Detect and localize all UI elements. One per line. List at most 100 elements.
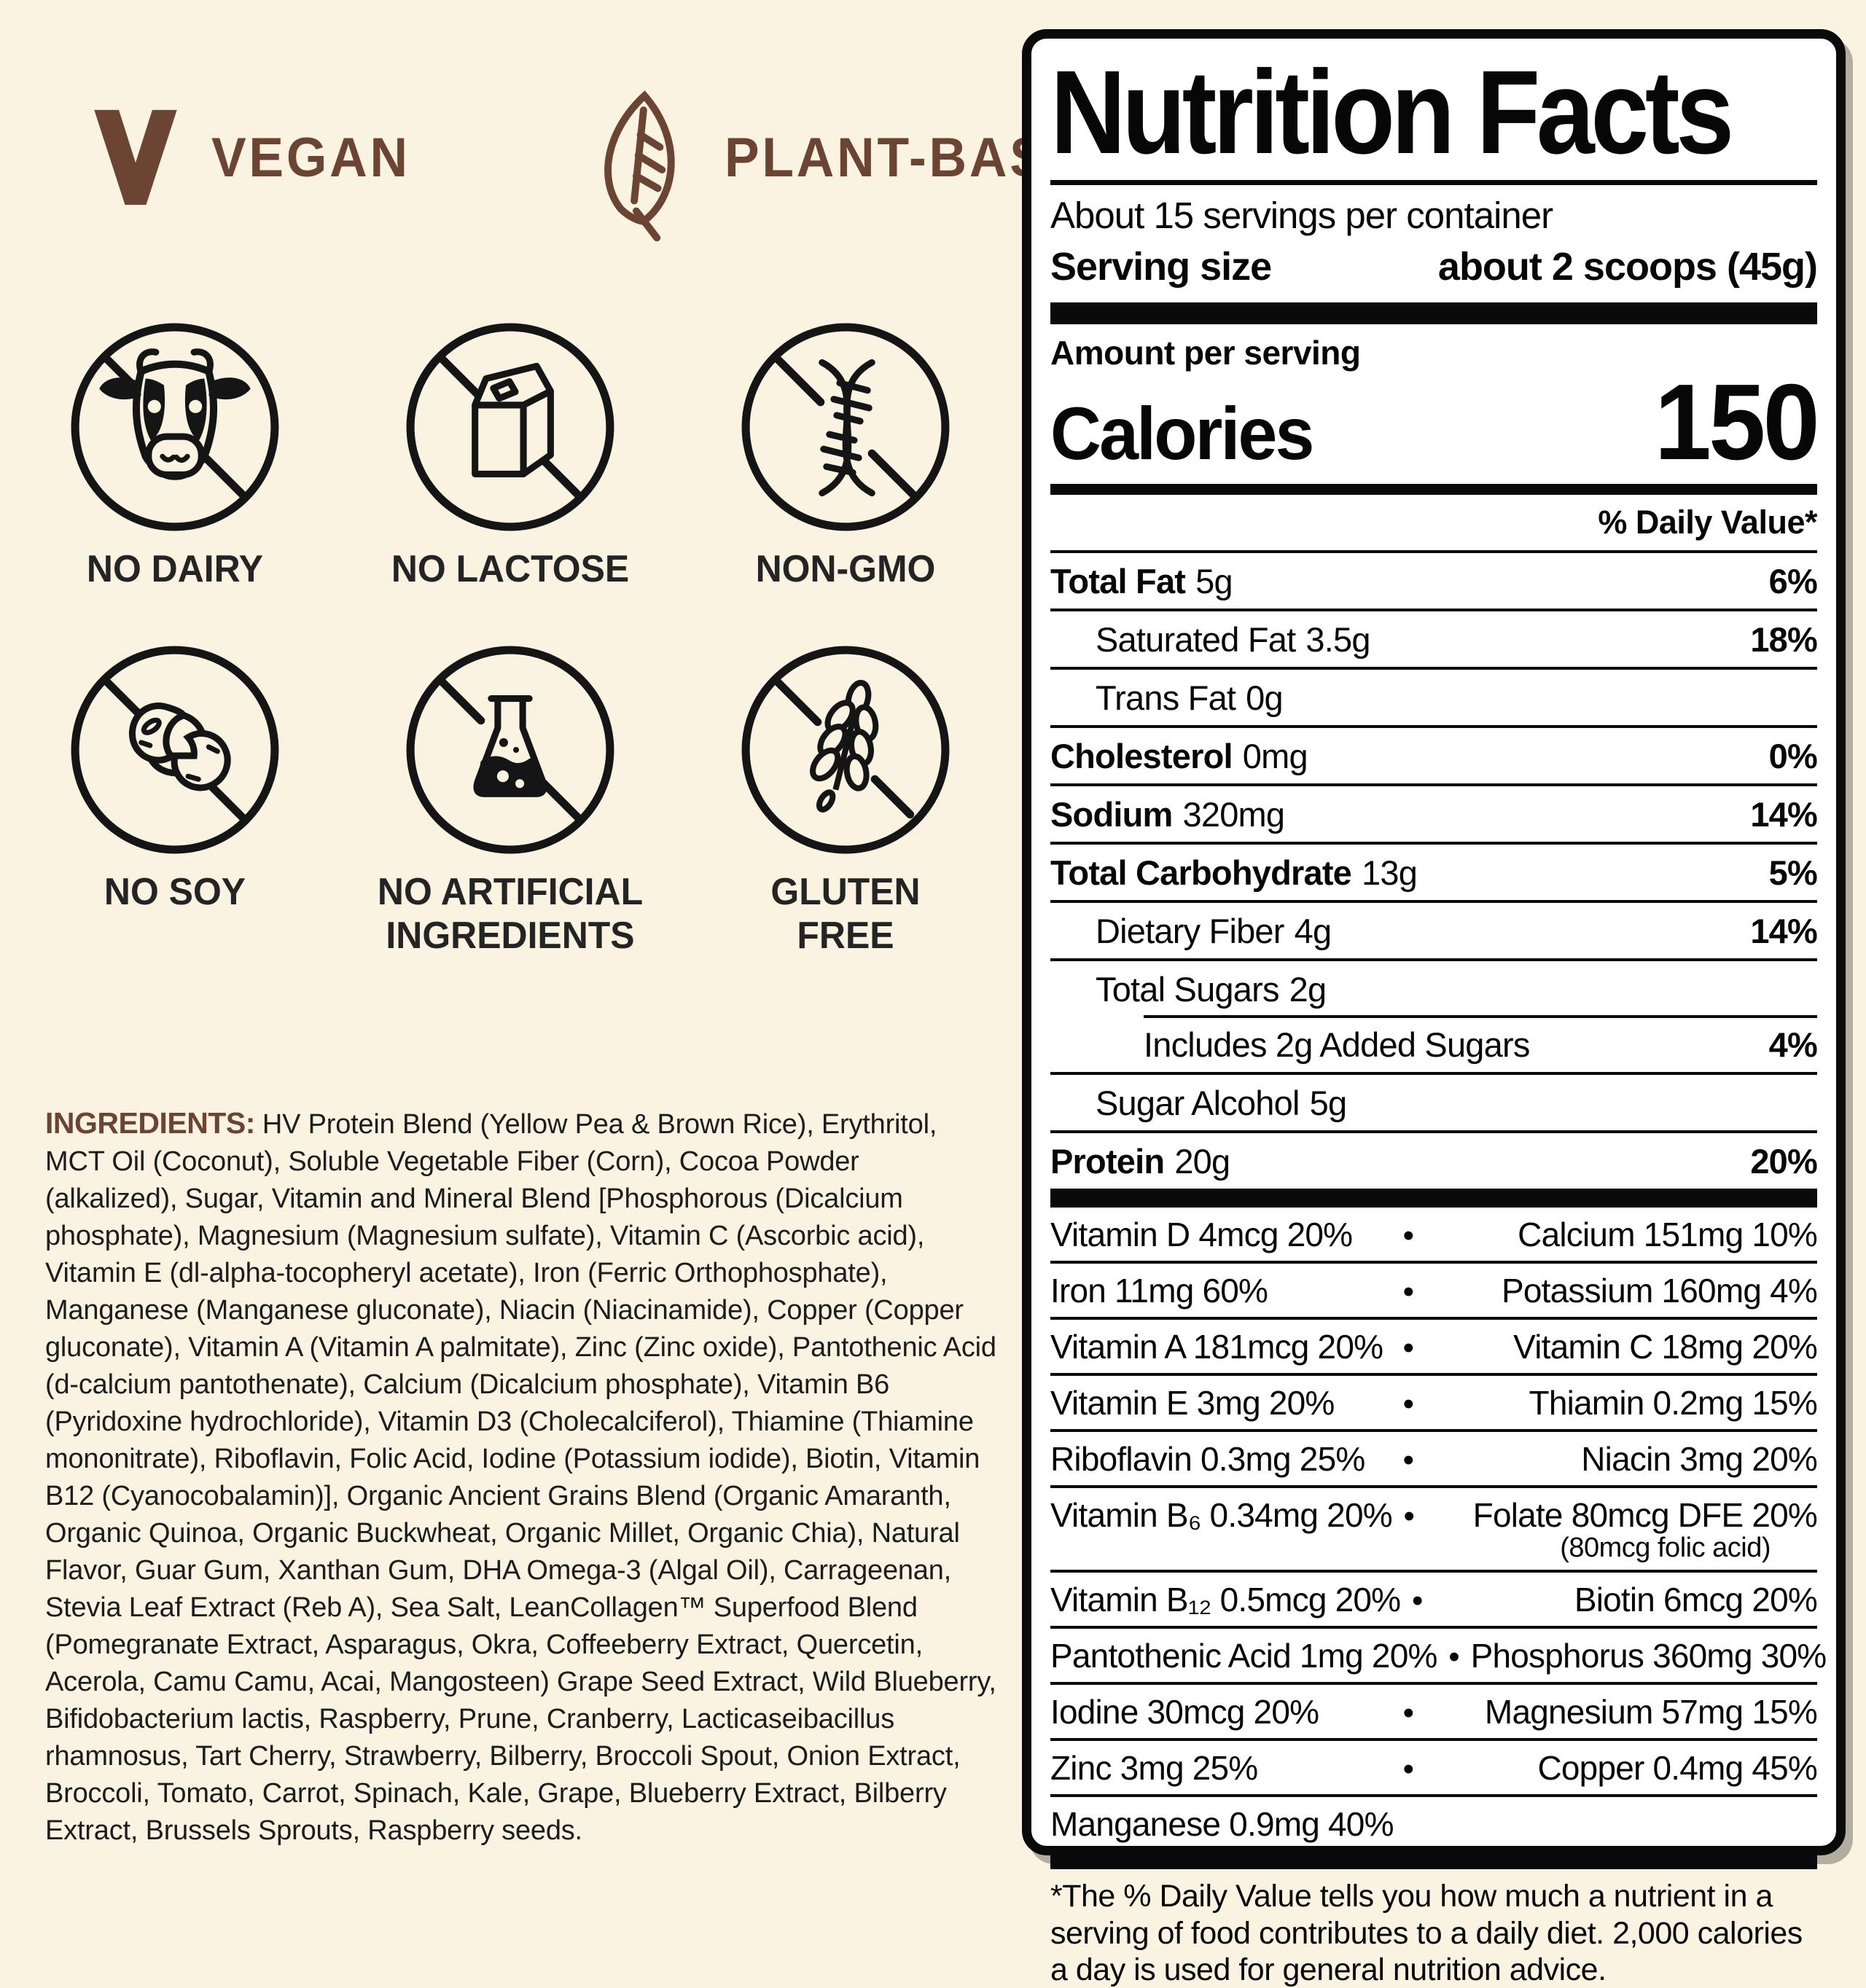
micronutrient-row: Iron 11mg 60% • Potassium 160mg 4% (1050, 1260, 1818, 1317)
micro-left: Vitamin B₁₂ 0.5mcg 20% (1050, 1581, 1401, 1619)
daily-value-header: % Daily Value* (1050, 495, 1818, 553)
bullet-separator: • (1402, 1217, 1414, 1253)
nutrient-name: Trans Fat (1096, 678, 1236, 717)
ingredients-heading: INGREDIENTS: (45, 1106, 255, 1140)
nutrient-name: Includes 2g Added Sugars (1144, 1025, 1530, 1064)
no-artificial-ingredients-icon (406, 646, 614, 854)
nutrient-row-total-sugars: Total Sugars 2g (1050, 958, 1817, 1017)
micro-left: Iron 11mg 60% (1050, 1271, 1268, 1310)
claim-no-lactose: NO LACTOSE (350, 317, 671, 591)
micronutrient-row: Vitamin A 181mcg 20% • Vitamin C 18mg 20… (1050, 1316, 1818, 1373)
claim-label: NO LACTOSE (391, 548, 630, 590)
bullet-separator: • (1448, 1639, 1459, 1675)
divider-medium (1050, 483, 1817, 495)
bullet-separator: • (1411, 1583, 1423, 1619)
claim-label: NO DAIRY (86, 548, 264, 590)
leaf-icon (604, 90, 675, 242)
micro-right: Potassium 160mg 4% (1501, 1271, 1818, 1310)
bullet-separator: • (1402, 1695, 1414, 1731)
micro-right: Niacin 3mg 20% (1581, 1439, 1818, 1478)
calories-row: Calories 150 (1050, 361, 1820, 482)
nutrition-facts-panel: Nutrition Facts About 15 servings per co… (1022, 29, 1846, 1987)
amount-per-serving-label: Amount per serving (1050, 333, 1361, 372)
micronutrient-row-manganese: Manganese 0.9mg 40% • (1050, 1794, 1817, 1850)
diet-badges: VEGAN PLANT-BASED (80, 80, 1151, 242)
nutrient-amount: 0g (1246, 678, 1283, 717)
micro-right: Copper 0.4mg 45% (1537, 1749, 1817, 1788)
calories-value: 150 (1654, 361, 1820, 482)
micro-left: Vitamin E 3mg 20% (1050, 1383, 1335, 1422)
nutrient-dv: 20% (1750, 1141, 1817, 1181)
nutrient-row-sugar-alcohol: Sugar Alcohol 5g (1050, 1071, 1817, 1130)
nutrient-amount: 13g (1362, 853, 1418, 892)
nutrient-name: Saturated Fat (1096, 619, 1296, 659)
micro-left: Vitamin D 4mcg 20% (1050, 1215, 1353, 1253)
nutrient-row-total-fat: Total Fat 5g 6% (1050, 553, 1818, 608)
bullet-separator: • (1402, 1273, 1414, 1310)
nutrient-name: Sugar Alcohol (1096, 1083, 1300, 1122)
micro-left: Iodine 30mcg 20% (1050, 1693, 1319, 1731)
micronutrient-row: Riboflavin 0.3mg 25% • Niacin 3mg 20% (1050, 1428, 1818, 1485)
divider-thick (1050, 1188, 1817, 1208)
micronutrient-row: Vitamin D 4mcg 20% • Calcium 151mg 10% (1050, 1208, 1818, 1261)
serving-size-value: about 2 scoops (45g) (1437, 244, 1818, 289)
nutrient-name: Total Sugars (1096, 969, 1279, 1009)
nutrition-facts-title: Nutrition Facts (1050, 45, 1734, 179)
vegan-badge: VEGAN (80, 106, 423, 208)
divider (1050, 179, 1817, 185)
divider-thick (1050, 302, 1817, 324)
nutrient-amount: 20g (1174, 1141, 1230, 1181)
nutrient-amount: 0mg (1242, 736, 1308, 775)
nutrient-name: Sodium (1050, 794, 1173, 834)
vegan-v-icon (94, 109, 177, 206)
micro-right: Folate 80mcg DFE 20% (80mcg folic acid) (1426, 1497, 1818, 1564)
nutrient-amount: 2g (1289, 969, 1327, 1009)
micro-left: Riboflavin 0.3mg 25% (1050, 1439, 1365, 1478)
nutrient-amount: 5g (1309, 1083, 1347, 1122)
nutrient-row-cholesterol: Cholesterol 0mg 0% (1050, 724, 1818, 783)
nutrient-name: Cholesterol (1050, 736, 1233, 775)
claim-label: GLUTEN FREE (770, 871, 921, 958)
serving-size-label: Serving size (1050, 244, 1272, 289)
servings-per-container: About 15 servings per container (1050, 194, 1553, 236)
nutrient-amount: 3.5g (1305, 619, 1370, 659)
nutrient-name: Protein (1050, 1141, 1165, 1181)
nutrient-dv: 6% (1768, 561, 1818, 600)
non-gmo-icon (741, 323, 950, 531)
micro-left: Manganese 0.9mg 40% (1050, 1805, 1394, 1844)
claim-no-dairy: NO DAIRY (15, 317, 335, 591)
nutrient-name: Dietary Fiber (1096, 911, 1284, 950)
bullet-separator: • (1402, 1329, 1414, 1366)
nutrient-name: Total Carbohydrate (1050, 853, 1352, 892)
micro-right: Thiamin 0.2mg 15% (1529, 1383, 1818, 1422)
claim-non-gmo: NON-GMO (685, 317, 1006, 591)
nutrient-row-total-carbohydrate: Total Carbohydrate 13g 5% (1050, 841, 1818, 900)
nutrient-row-added-sugars: Includes 2g Added Sugars 4% (1050, 1014, 1818, 1072)
bullet-separator: • (1402, 1441, 1414, 1478)
micro-left: Vitamin B₆ 0.34mg 20% (1050, 1495, 1393, 1534)
micro-right: Phosphorus 360mg 30% (1470, 1637, 1827, 1675)
nutrient-row-dietary-fiber: Dietary Fiber 4g 14% (1050, 899, 1818, 958)
micro-right: Calcium 151mg 10% (1518, 1215, 1818, 1253)
micro-right: Magnesium 57mg 15% (1484, 1693, 1818, 1731)
claim-label: NO ARTIFICIAL INGREDIENTS (377, 871, 644, 958)
nutrient-dv: 0% (1768, 736, 1818, 775)
micronutrient-row: Vitamin E 3mg 20% • Thiamin 0.2mg 15% (1050, 1372, 1818, 1429)
micronutrient-row: Zinc 3mg 25% • Copper 0.4mg 45% (1050, 1738, 1818, 1794)
micro-right: Biotin 6mcg 20% (1574, 1581, 1818, 1619)
micro-left: Vitamin A 181mcg 20% (1050, 1327, 1383, 1366)
nutrient-row-sodium: Sodium 320mg 14% (1050, 783, 1818, 842)
nutrient-amount: 4g (1294, 911, 1332, 950)
nutrient-row-protein: Protein 20g 20% (1050, 1130, 1818, 1189)
nutrient-dv: 5% (1768, 853, 1818, 892)
no-soy-icon (71, 646, 279, 854)
nutrient-dv: 14% (1750, 911, 1817, 950)
bullet-separator: • (1403, 1498, 1415, 1534)
nutrient-amount: 320mg (1182, 794, 1286, 834)
claim-label: NO SOY (104, 871, 246, 913)
nutrient-name: Total Fat (1050, 561, 1186, 600)
micro-left: Pantothenic Acid 1mg 20% (1050, 1637, 1437, 1675)
gluten-free-icon (741, 646, 950, 854)
micro-left: Zinc 3mg 25% (1050, 1749, 1258, 1788)
vegan-badge-label: VEGAN (211, 126, 410, 189)
